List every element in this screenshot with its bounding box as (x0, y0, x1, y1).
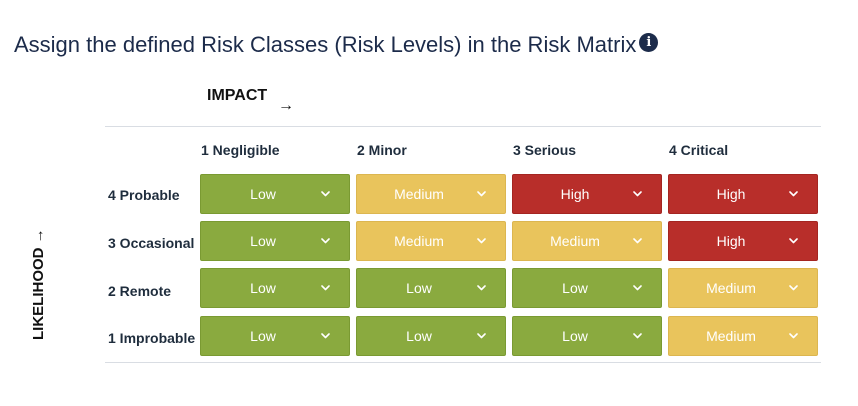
chevron-down-icon[interactable] (783, 189, 803, 200)
risk-level-value: Low (406, 280, 432, 296)
chevron-down-icon[interactable] (783, 283, 803, 294)
risk-level-value: Low (562, 280, 588, 296)
risk-level-value: Low (250, 233, 276, 249)
chevron-down-icon[interactable] (315, 283, 335, 294)
row-header-improbable: 1 Improbable (108, 330, 196, 346)
risk-select-r3-c3[interactable]: Low (512, 268, 662, 308)
column-header-critical: 4 Critical (669, 142, 729, 158)
risk-select-r2-c3[interactable]: Medium (512, 221, 662, 261)
risk-select-r3-c4[interactable]: Medium (668, 268, 818, 308)
chevron-down-icon[interactable] (627, 189, 647, 200)
risk-select-r4-c4[interactable]: Medium (668, 316, 818, 356)
risk-level-value: Low (406, 328, 432, 344)
row-header-remote: 2 Remote (108, 283, 172, 299)
chevron-down-icon[interactable] (471, 331, 491, 342)
likelihood-axis-label: LIKELIHOOD → (30, 228, 47, 340)
risk-select-r2-c4[interactable]: High (668, 221, 818, 261)
risk-level-value: Medium (706, 280, 756, 296)
chevron-down-icon[interactable] (315, 331, 335, 342)
chevron-down-icon[interactable] (627, 331, 647, 342)
risk-select-r4-c1[interactable]: Low (200, 316, 350, 356)
risk-select-r4-c2[interactable]: Low (356, 316, 506, 356)
page-title: Assign the defined Risk Classes (Risk Le… (14, 32, 659, 58)
risk-select-r3-c1[interactable]: Low (200, 268, 350, 308)
row-header-occasional: 3 Occasional (108, 235, 195, 251)
top-divider (105, 126, 821, 127)
risk-level-value: Medium (706, 328, 756, 344)
chevron-down-icon[interactable] (627, 236, 647, 247)
risk-select-r1-c2[interactable]: Medium (356, 174, 506, 214)
risk-select-r3-c2[interactable]: Low (356, 268, 506, 308)
risk-select-r1-c1[interactable]: Low (200, 174, 350, 214)
chevron-down-icon[interactable] (471, 236, 491, 247)
risk-level-value: Medium (394, 186, 444, 202)
risk-level-value: Low (562, 328, 588, 344)
risk-level-value: Medium (550, 233, 600, 249)
risk-level-value: High (560, 186, 590, 202)
risk-select-r4-c3[interactable]: Low (512, 316, 662, 356)
impact-arrow-icon: → (278, 97, 294, 114)
chevron-down-icon[interactable] (471, 189, 491, 200)
likelihood-arrow-icon: → (30, 228, 47, 244)
column-header-minor: 2 Minor (357, 142, 407, 158)
chevron-down-icon[interactable] (315, 189, 335, 200)
chevron-down-icon[interactable] (783, 236, 803, 247)
risk-level-value: Low (250, 186, 276, 202)
info-icon[interactable]: i (639, 32, 659, 52)
chevron-down-icon[interactable] (627, 283, 647, 294)
column-header-serious: 3 Serious (513, 142, 577, 158)
likelihood-text: LIKELIHOOD (30, 247, 47, 341)
risk-select-r1-c3[interactable]: High (512, 174, 662, 214)
risk-select-r2-c1[interactable]: Low (200, 221, 350, 261)
impact-axis-label: IMPACT (207, 87, 268, 104)
risk-level-value: Low (250, 280, 276, 296)
chevron-down-icon[interactable] (315, 236, 335, 247)
bottom-divider (105, 362, 821, 363)
column-header-negligible: 1 Negligible (201, 142, 280, 158)
risk-level-value: Low (250, 328, 276, 344)
risk-select-r2-c2[interactable]: Medium (356, 221, 506, 261)
risk-select-r1-c4[interactable]: High (668, 174, 818, 214)
risk-level-value: High (716, 233, 746, 249)
row-header-probable: 4 Probable (108, 187, 180, 203)
risk-level-value: High (716, 186, 746, 202)
chevron-down-icon[interactable] (471, 283, 491, 294)
title-text: Assign the defined Risk Classes (Risk Le… (14, 32, 637, 57)
risk-level-value: Medium (394, 233, 444, 249)
chevron-down-icon[interactable] (783, 331, 803, 342)
